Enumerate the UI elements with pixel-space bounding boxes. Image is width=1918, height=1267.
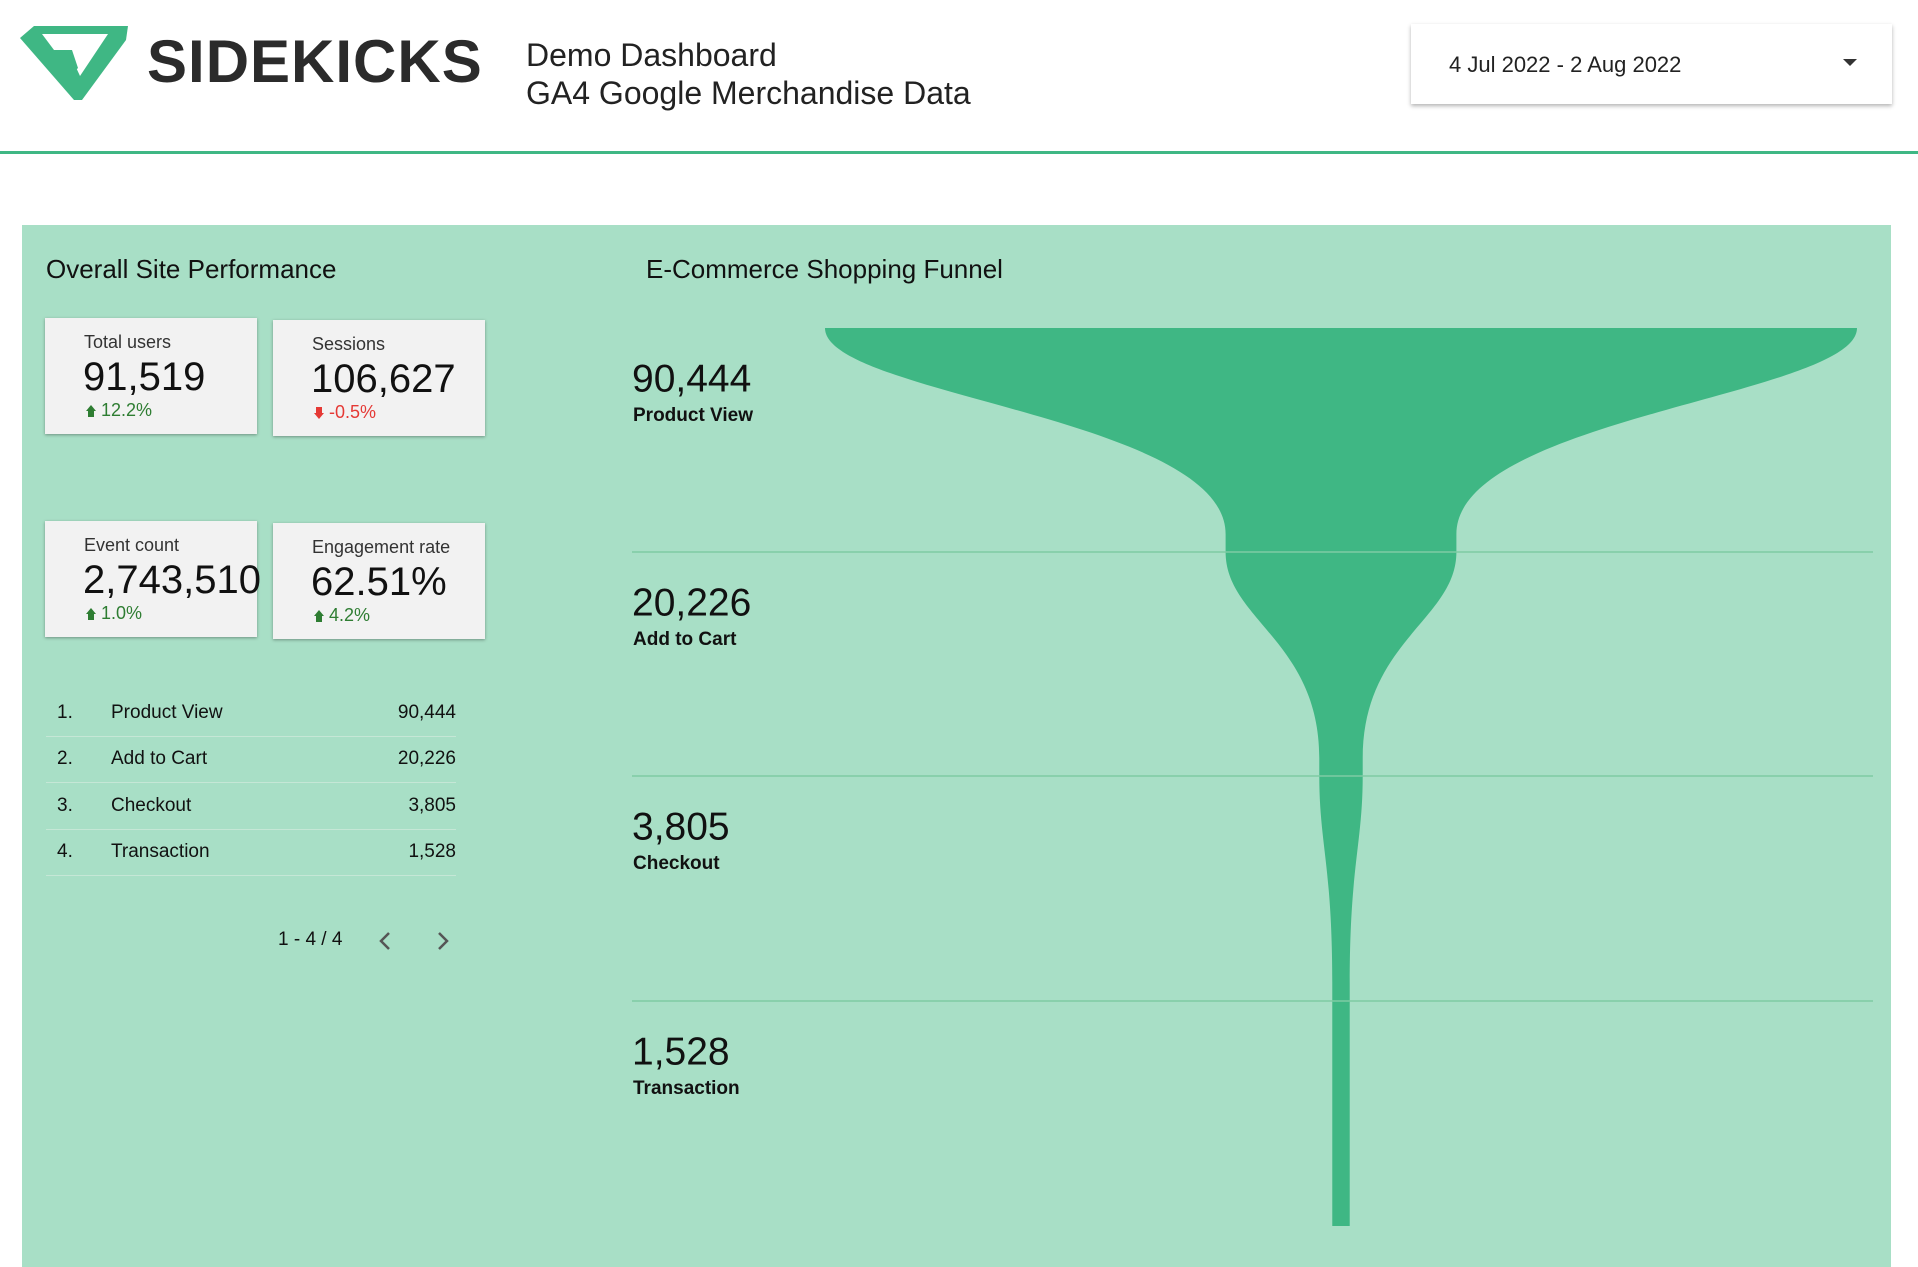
cell: 2. <box>57 748 73 769</box>
row-divider <box>46 782 456 783</box>
scorecard-value: 62.51% <box>311 560 447 604</box>
scorecard-label: Sessions <box>312 334 386 354</box>
scorecard-label: Engagement rate <box>312 537 451 557</box>
funnel-stage <box>1225 552 1457 777</box>
prev-page[interactable] <box>378 930 392 952</box>
cell: Transaction <box>111 841 210 862</box>
funnel-stage <box>1332 1001 1350 1226</box>
scorecard-label: Event count <box>84 535 180 555</box>
table-row: 3. Checkout 3,805 <box>46 783 456 829</box>
scorecard: Engagement rate 62.51% 4.2% <box>273 523 485 639</box>
stage-name: Add to Cart <box>633 629 737 650</box>
scorecard: Event count 2,743,510 1.0% <box>45 521 261 637</box>
scorecard: Sessions 106,627 -0.5% <box>273 320 485 436</box>
brand: SIDEKICKS <box>147 28 483 95</box>
chart-title: E-Commerce Shopping Funnel <box>646 254 1003 284</box>
funnel-stage <box>825 328 1857 553</box>
dashboard-title: Demo Dashboard <box>526 37 777 73</box>
date-range-picker[interactable]: 4 Jul 2022 - 2 Aug 2022 <box>1411 24 1892 104</box>
cell: 1. <box>57 702 73 723</box>
cell: Product View <box>111 702 223 723</box>
scorecard-change: 12.2% <box>101 400 153 420</box>
cell: 90,444 <box>397 702 456 723</box>
logo-icon <box>20 26 128 100</box>
table-row: 4. Transaction 1,528 <box>46 829 456 875</box>
cell: Add to Cart <box>111 748 208 769</box>
cell: 1,528 <box>408 841 456 862</box>
stage-name: Product View <box>633 405 753 426</box>
trend-arrow <box>86 405 96 417</box>
scorecard-value: 2,743,510 <box>83 558 261 602</box>
cell: 4. <box>57 841 73 862</box>
row-divider <box>46 875 456 876</box>
row-divider <box>46 829 456 830</box>
stage-name: Transaction <box>633 1078 740 1099</box>
next-page[interactable] <box>436 930 450 952</box>
cell: 3. <box>57 795 73 816</box>
trend-arrow <box>86 608 96 620</box>
stage-value: 90,444 <box>632 357 751 400</box>
table-row: 1. Product View 90,444 <box>46 690 456 736</box>
trend-arrow <box>314 407 324 419</box>
stage-name: Checkout <box>633 853 720 874</box>
stage-value: 3,805 <box>632 805 730 848</box>
scorecard-value: 106,627 <box>311 357 456 401</box>
date-range: 4 Jul 2022 - 2 Aug 2022 <box>1449 52 1682 77</box>
row-divider <box>46 736 456 737</box>
pagination: 1 - 4 / 4 <box>278 929 343 950</box>
dropdown-arrow <box>1843 59 1857 66</box>
dashboard-subtitle: GA4 Google Merchandise Data <box>526 75 971 111</box>
scorecard-change: 4.2% <box>329 605 371 625</box>
stage-value: 1,528 <box>632 1030 730 1073</box>
scorecard-change: -0.5% <box>329 402 377 422</box>
section-title: Overall Site Performance <box>46 254 337 284</box>
scorecard-label: Total users <box>84 332 172 352</box>
cell: 3,805 <box>408 795 456 816</box>
funnel-stage <box>1319 776 1363 1002</box>
stage-value: 20,226 <box>632 581 751 624</box>
scorecard-value: 91,519 <box>83 355 206 399</box>
scorecard-change: 1.0% <box>101 603 143 623</box>
cell: 20,226 <box>397 748 456 769</box>
header-divider <box>0 151 1918 154</box>
trend-arrow <box>314 610 324 622</box>
cell: Checkout <box>111 795 192 816</box>
table-row: 2. Add to Cart 20,226 <box>46 736 456 782</box>
scorecard: Total users 91,519 12.2% <box>45 318 257 434</box>
